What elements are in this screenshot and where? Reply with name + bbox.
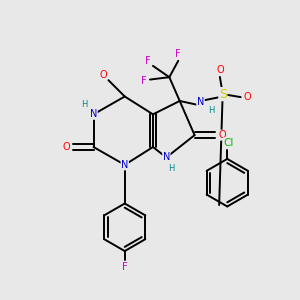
Text: O: O (244, 92, 252, 102)
Text: O: O (62, 142, 70, 152)
Text: H: H (81, 100, 87, 109)
Text: O: O (216, 65, 224, 75)
Text: H: H (208, 106, 215, 115)
Text: Cl: Cl (224, 138, 234, 148)
Text: S: S (219, 88, 227, 100)
Text: H: H (169, 164, 175, 173)
Text: F: F (145, 56, 150, 66)
Text: N: N (197, 97, 204, 107)
Text: N: N (90, 109, 97, 119)
Text: O: O (218, 130, 226, 140)
Text: N: N (121, 160, 128, 170)
Text: F: F (122, 262, 128, 272)
Text: O: O (99, 70, 107, 80)
Text: N: N (163, 152, 170, 162)
Text: F: F (141, 76, 146, 86)
Text: F: F (176, 49, 181, 59)
